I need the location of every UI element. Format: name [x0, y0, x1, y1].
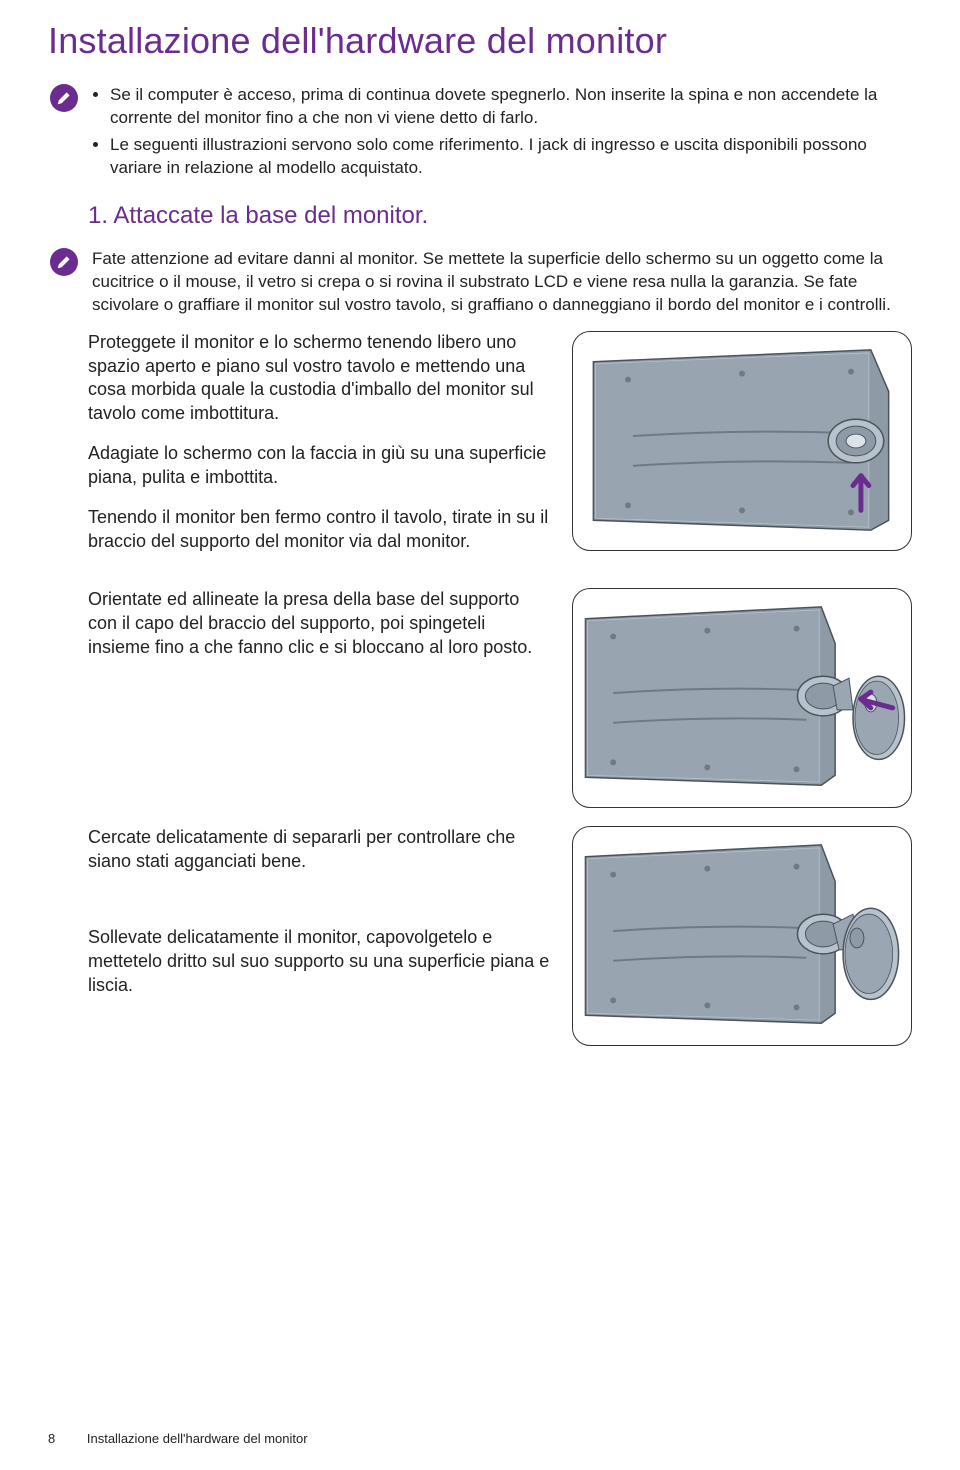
step-heading-1: 1. Attaccate la base del monitor.	[88, 202, 912, 230]
page-footer: 8 Installazione dell'hardware del monito…	[48, 1431, 308, 1446]
note-list: Se il computer è acceso, prima di contin…	[92, 84, 912, 184]
section-2-text: Orientate ed allineate la presa della ba…	[88, 588, 550, 676]
figure-2-container	[572, 588, 912, 808]
footer-section-title: Installazione dell'hardware del monitor	[87, 1431, 308, 1446]
figure-3-container	[572, 826, 912, 1046]
figure-3	[572, 826, 912, 1046]
section-2: Orientate ed allineate la presa della ba…	[88, 588, 912, 808]
page-number: 8	[48, 1431, 55, 1446]
section-1: Proteggete il monitor e lo schermo tenen…	[88, 331, 912, 571]
warning-text: Fate attenzione ad evitare danni al moni…	[92, 248, 912, 317]
note-item: Se il computer è acceso, prima di contin…	[110, 84, 912, 130]
section-1-text: Proteggete il monitor e lo schermo tenen…	[88, 331, 550, 571]
section-3: Cercate delicatamente di separarli per c…	[88, 826, 912, 1046]
note-block-1: Se il computer è acceso, prima di contin…	[48, 84, 912, 184]
figure-1	[572, 331, 912, 551]
pencil-note-icon	[50, 84, 78, 112]
figure-2	[572, 588, 912, 808]
paragraph: Cercate delicatamente di separarli per c…	[88, 826, 550, 874]
spacer	[88, 890, 550, 910]
warning-block: Fate attenzione ad evitare danni al moni…	[50, 248, 912, 317]
page-title: Installazione dell'hardware del monitor	[48, 20, 912, 62]
paragraph: Tenendo il monitor ben fermo contro il t…	[88, 506, 550, 554]
paragraph: Orientate ed allineate la presa della ba…	[88, 588, 550, 660]
pencil-note-icon	[50, 248, 78, 276]
paragraph: Sollevate delicatamente il monitor, capo…	[88, 926, 550, 998]
paragraph: Adagiate lo schermo con la faccia in giù…	[88, 442, 550, 490]
figure-1-container	[572, 331, 912, 551]
note-item: Le seguenti illustrazioni servono solo c…	[110, 134, 912, 180]
section-3-text: Cercate delicatamente di separarli per c…	[88, 826, 550, 1014]
paragraph: Proteggete il monitor e lo schermo tenen…	[88, 331, 550, 427]
